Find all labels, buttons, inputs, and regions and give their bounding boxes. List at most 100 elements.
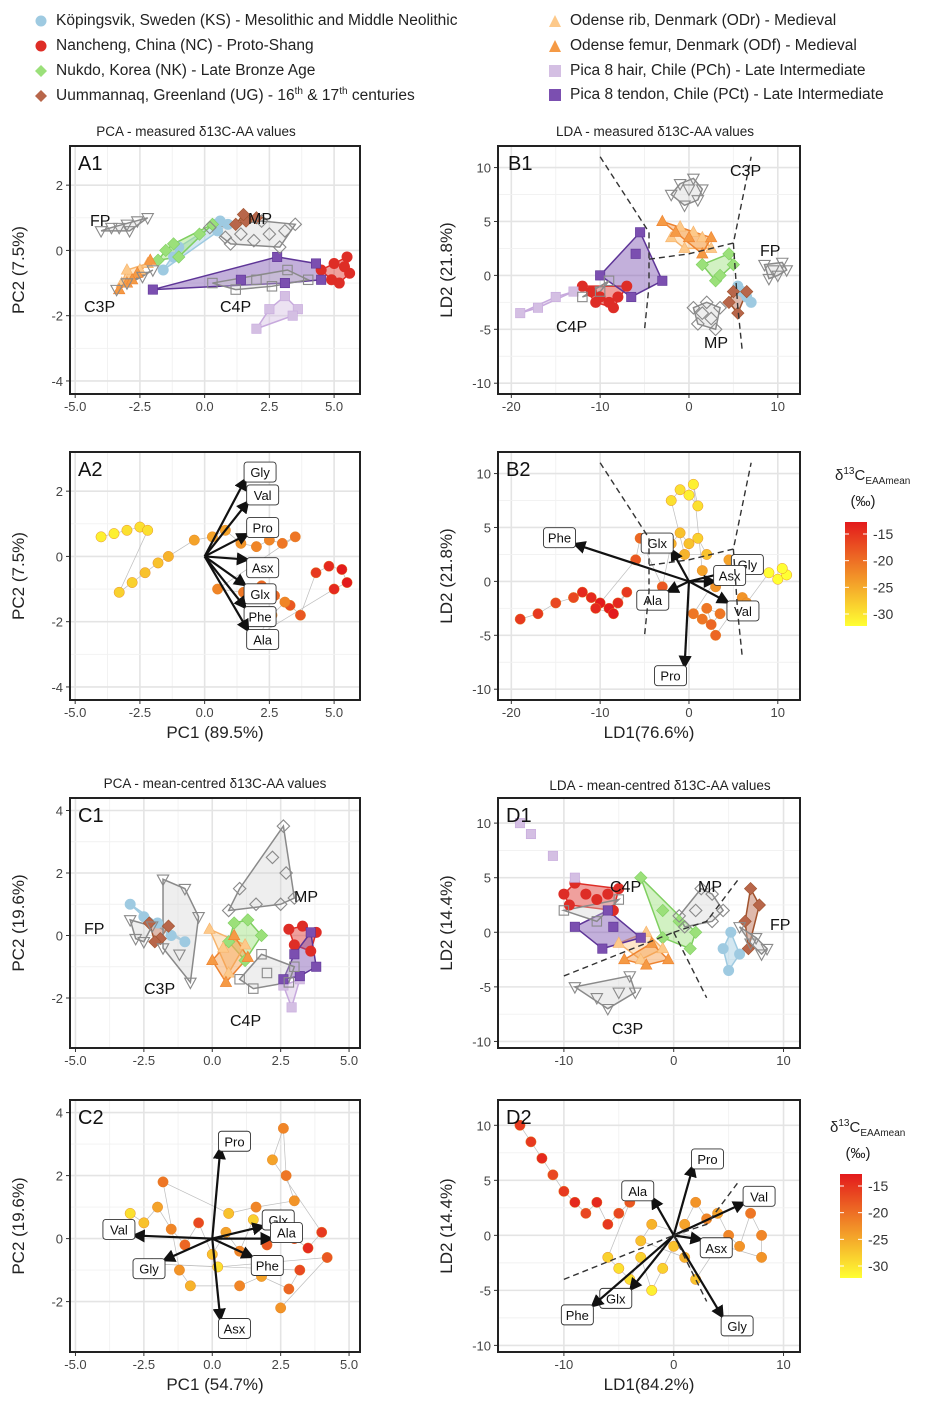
point-ks [124, 898, 136, 910]
tick-label-x: -2.5 [129, 399, 151, 414]
colorbar-unit: (‰) [851, 493, 876, 510]
axis-label-y: PC2 (19.6%) [9, 1177, 28, 1274]
point-c4p [289, 961, 300, 972]
loading-label-box [243, 606, 277, 628]
point-pch [525, 829, 536, 840]
plot-frame [497, 1099, 801, 1353]
legend-item-ks: Köpingsvik, Sweden (KS) - Mesolithic and… [34, 12, 457, 30]
point-pct [147, 284, 158, 295]
point [193, 1217, 204, 1229]
loading-label-box [640, 532, 674, 554]
point-ks [734, 948, 746, 960]
point-mp [223, 236, 238, 251]
tick-label-y: -5 [479, 322, 491, 337]
legend-item-pct: Pica 8 tendon, Chile (PCt) - Late Interm… [548, 86, 884, 104]
plot-background [70, 798, 360, 1048]
axis-label-x: LD1(84.2%) [604, 1375, 695, 1394]
point [206, 1248, 218, 1260]
tick-label-x: 0.0 [203, 1053, 221, 1068]
tick-label-x: 0.0 [196, 399, 214, 414]
loading-label: Asx [252, 561, 274, 576]
point-ug [722, 295, 736, 309]
point [142, 524, 154, 536]
point-pct [595, 270, 606, 281]
point-nk [683, 942, 697, 956]
point-pch [568, 286, 579, 297]
point-mp [249, 897, 264, 912]
point-c4p [558, 905, 570, 916]
point-fp [760, 943, 774, 956]
legend: Köpingsvik, Sweden (KS) - Mesolithic and… [0, 0, 941, 110]
point-fp [780, 265, 794, 278]
loading-label-box [246, 629, 280, 650]
tick-label-x: 0 [670, 1357, 677, 1372]
point [657, 1262, 669, 1274]
point [710, 629, 722, 641]
axis-label-x: PC1 (54.7%) [166, 1375, 263, 1394]
panel-title: PCA - measured δ13C-AA values [96, 124, 296, 139]
loading-label-box [243, 583, 277, 605]
point-c4p [594, 286, 606, 297]
loading-label: Ala [628, 1184, 648, 1199]
point-mp [202, 220, 217, 235]
panel-d2: -10 0 10 -10 -5 0 5 10 LD2 (14.4%) LD1(84.2%) Pro V… [437, 1099, 801, 1394]
connector-line [746, 572, 770, 604]
point-pct [635, 932, 646, 943]
legend-circle-icon [35, 15, 47, 27]
region-label: MP [698, 879, 722, 896]
tick-label-y: -2 [51, 1295, 63, 1310]
connector-line [118, 530, 148, 593]
panel-label: B1 [508, 153, 532, 175]
loading-label-box [132, 1258, 166, 1280]
legend-label: Köpingsvik, Sweden (KS) - Mesolithic and… [56, 12, 458, 29]
point-nk [656, 903, 670, 918]
point-odf [696, 247, 709, 259]
point-pch [251, 323, 262, 334]
point-mp [233, 227, 248, 242]
point-fp [743, 938, 758, 951]
point-fp [754, 949, 769, 962]
tick-label-x: 2.5 [272, 1357, 290, 1372]
tick-label-x: 10 [771, 705, 785, 720]
point-fp [141, 213, 155, 226]
decision-boundary [599, 462, 650, 636]
point-mp [677, 919, 692, 934]
point-mp [688, 903, 703, 918]
loading-label: Phe [548, 531, 571, 546]
point [108, 528, 120, 539]
tick-label-y: -10 [472, 682, 491, 697]
point-ug [229, 217, 243, 231]
point-pct [235, 274, 246, 285]
point-c3p [601, 1003, 615, 1017]
point-mp [690, 316, 705, 331]
point [776, 563, 788, 574]
point-ug [752, 898, 766, 912]
axis-label-y: PC2 (7.5%) [9, 532, 28, 620]
point [223, 1208, 235, 1219]
plot-frame [497, 797, 801, 1049]
point-c4p [302, 274, 314, 286]
point-nc [602, 888, 614, 900]
point-pct [608, 921, 619, 932]
loading-arrow [211, 1237, 255, 1259]
plot-area: Pro Val Ala Asx Glx Phe Gly [514, 1119, 776, 1337]
panel-title: LDA - measured δ13C-AA values [556, 124, 754, 139]
panel-label: D2 [506, 1107, 532, 1129]
connector-line [272, 1128, 284, 1160]
decision-boundary [648, 462, 752, 566]
decision-boundary [673, 1235, 708, 1302]
tick-label-x: -5.0 [64, 1053, 86, 1068]
point [277, 1122, 289, 1134]
point-c4p [613, 894, 625, 905]
point-ug [740, 284, 754, 299]
point [514, 613, 526, 625]
point-pct [316, 274, 327, 285]
connector-line [283, 1128, 287, 1176]
point-pct [569, 921, 580, 932]
point [568, 592, 579, 603]
legend-item-odr: Odense rib, Denmark (ODr) - Medieval [548, 12, 836, 30]
point-odf [241, 950, 255, 962]
panel-label: A2 [78, 459, 102, 481]
